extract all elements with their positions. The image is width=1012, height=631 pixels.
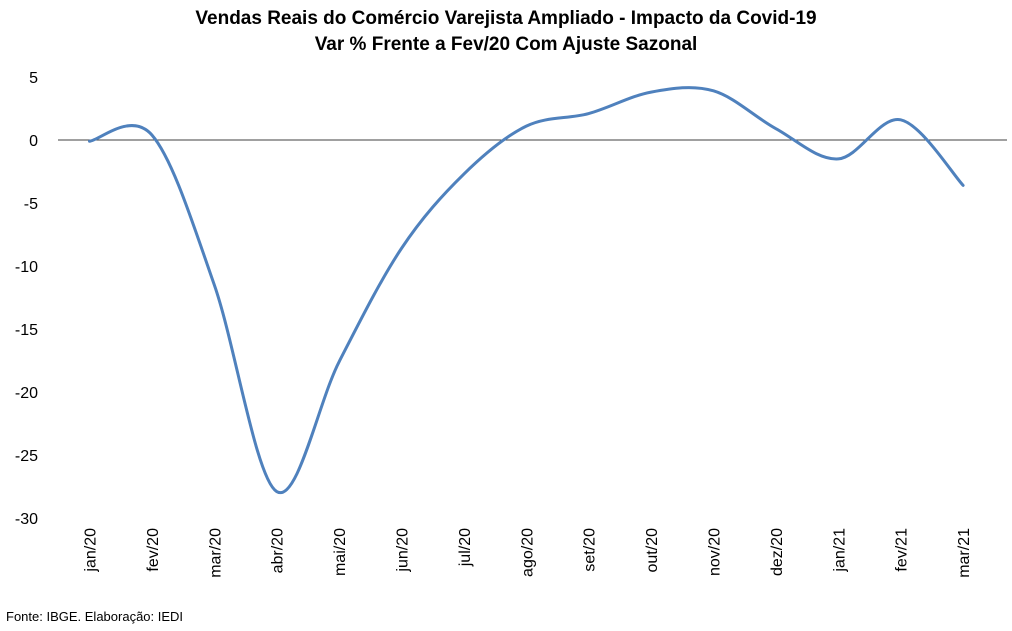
data-point xyxy=(213,283,216,286)
chart-title: Vendas Reais do Comércio Varejista Ampli… xyxy=(195,8,817,29)
data-point xyxy=(462,173,465,176)
x-tick-label: mar/21 xyxy=(956,528,973,578)
series-line xyxy=(88,86,965,495)
data-point xyxy=(150,133,153,136)
x-tick-label: fev/21 xyxy=(894,528,911,572)
x-tick-label: dez/20 xyxy=(769,528,786,576)
x-tick-label: jan/20 xyxy=(83,528,100,573)
data-point xyxy=(774,127,777,130)
data-point xyxy=(587,112,590,115)
data-point xyxy=(525,125,528,128)
x-tick-label: abr/20 xyxy=(270,528,287,573)
data-point xyxy=(650,91,653,94)
y-tick-label: -25 xyxy=(15,448,38,465)
data-point xyxy=(712,89,715,92)
data-point xyxy=(338,360,341,363)
x-tick-label: jan/21 xyxy=(831,528,848,573)
x-tick-label: jun/20 xyxy=(395,528,412,573)
x-tick-label: mar/20 xyxy=(207,528,224,578)
x-tick-label: out/20 xyxy=(644,528,661,573)
x-tick-label: set/20 xyxy=(582,528,599,572)
chart-subtitle: Var % Frente a Fev/20 Com Ajuste Sazonal xyxy=(314,34,698,55)
data-point xyxy=(899,118,902,121)
x-tick-label: nov/20 xyxy=(707,528,724,576)
x-tick-label: fev/20 xyxy=(145,528,162,572)
x-tick-label: ago/20 xyxy=(519,528,536,577)
y-tick-label: -15 xyxy=(15,322,38,339)
y-tick-label: 5 xyxy=(29,70,38,87)
data-point xyxy=(88,140,91,143)
data-point xyxy=(275,490,278,493)
y-tick-label: -5 xyxy=(24,196,38,213)
chart-title-block: Vendas Reais do Comércio Varejista Ampli… xyxy=(0,6,1012,58)
y-tick-label: 0 xyxy=(29,133,38,150)
y-tick-label: -30 xyxy=(15,511,38,528)
x-tick-label: mai/20 xyxy=(332,528,349,576)
y-tick-label: -20 xyxy=(15,385,38,402)
source-note: Fonte: IBGE. Elaboração: IEDI xyxy=(6,609,184,624)
data-point xyxy=(837,157,840,160)
y-tick-label: -10 xyxy=(15,259,38,276)
x-tick-label: jul/20 xyxy=(457,528,474,567)
data-point xyxy=(962,184,965,187)
data-point xyxy=(400,247,403,250)
